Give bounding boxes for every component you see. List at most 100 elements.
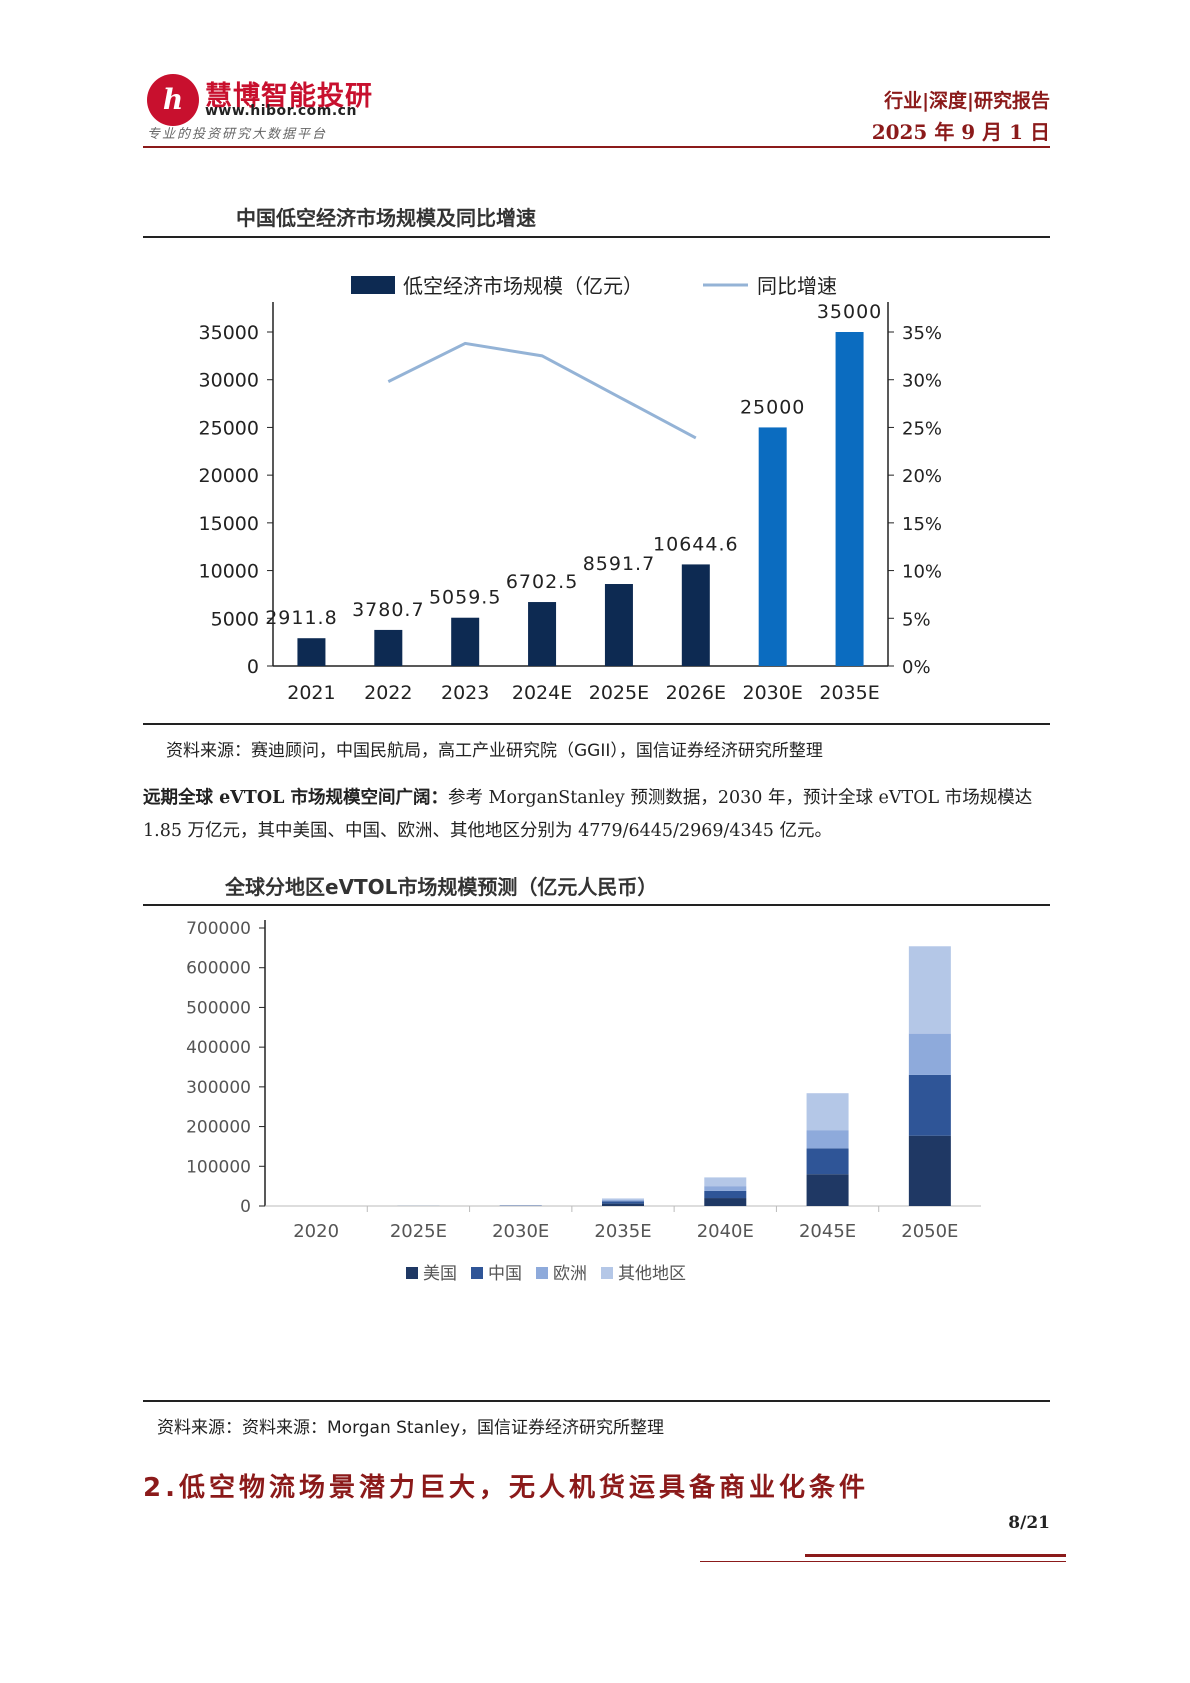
stacked-bar-segment — [704, 1198, 747, 1206]
bar-data-label: 25000 — [740, 396, 805, 418]
y-tick-label-right: 10% — [902, 562, 942, 583]
brand-name: 慧博智能投研 — [205, 81, 373, 112]
bar-market-size — [528, 602, 557, 666]
bar-market-size — [451, 617, 480, 666]
stacked-bar-segment — [602, 1201, 644, 1204]
brand-slogan: 专业的投资研究大数据平台 — [147, 127, 328, 142]
x-tick-label: 2026E — [666, 682, 726, 704]
figure2-top-rule — [143, 904, 1050, 906]
y-tick-label: 0 — [240, 1197, 251, 1217]
stacked-bar-segment — [704, 1177, 747, 1187]
figure1-title: 中国低空经济市场规模及同比增速 — [236, 206, 536, 230]
legend-label: 中国 — [488, 1264, 522, 1284]
section-heading: 2.低空物流场景潜力巨大，无人机货运具备商业化条件 — [143, 1473, 869, 1503]
bar-data-label: 2911.8 — [265, 607, 337, 629]
figure1-top-rule — [143, 236, 1050, 238]
x-tick-label: 2050E — [901, 1221, 958, 1242]
x-tick-label: 2025E — [589, 682, 649, 704]
y-tick-label: 300000 — [186, 1078, 251, 1098]
paragraph-lead: 远期全球 eVTOL 市场规模空间广阔： — [143, 788, 448, 808]
stacked-bar-segment — [908, 1135, 951, 1206]
bar-market-size — [374, 629, 403, 666]
bar-market-size — [604, 584, 633, 666]
legend-swatch — [471, 1267, 483, 1279]
y-tick-label-left: 5000 — [211, 608, 259, 630]
y-tick-label: 100000 — [186, 1157, 251, 1177]
x-tick-label: 2035E — [819, 682, 879, 704]
x-tick-label: 2045E — [799, 1221, 856, 1242]
stacked-bar-segment — [602, 1200, 644, 1202]
x-tick-label: 2024E — [512, 682, 572, 704]
bar-market-size — [297, 638, 326, 666]
stacked-bar-segment — [908, 1033, 951, 1075]
bar-market-size — [758, 427, 787, 666]
legend-label-market-size: 低空经济市场规模（亿元） — [403, 274, 643, 298]
x-tick-label: 2022 — [364, 682, 412, 704]
figure1-source: 资料来源：赛迪顾问，中国民航局，高工产业研究院（GGII），国信证券经济研究所整… — [166, 741, 823, 761]
bar-market-size — [835, 332, 864, 666]
x-tick-label: 2020 — [293, 1221, 339, 1242]
legend-swatch — [406, 1267, 418, 1279]
x-tick-label: 2023 — [441, 682, 489, 704]
figure2-bottom-rule — [143, 1400, 1050, 1402]
brand-logo-icon: h — [147, 74, 199, 126]
bar-market-size — [681, 564, 710, 666]
figure1-chart: 低空经济市场规模（亿元） 同比增速 0 5000 10000 15000 20000 2500… — [199, 274, 942, 704]
y-tick-label-left: 30000 — [199, 370, 259, 392]
legend-label: 欧洲 — [553, 1264, 587, 1284]
x-tick-label: 2025E — [390, 1221, 447, 1242]
stacked-bar-segment — [704, 1190, 747, 1199]
y-tick-label-right: 20% — [902, 466, 942, 487]
body-paragraph: 远期全球 eVTOL 市场规模空间广阔：参考 MorganStanley 预测数… — [143, 782, 1043, 848]
y-tick-label-left: 15000 — [199, 513, 259, 535]
stacked-bar-segment — [704, 1186, 747, 1191]
y-tick-label-left: 20000 — [199, 465, 259, 487]
x-tick-label: 2040E — [697, 1221, 754, 1242]
brand-url[interactable]: www.hibor.com.cn — [205, 103, 357, 119]
logo-glyph: h — [162, 83, 184, 116]
stacked-bar-segment — [602, 1203, 644, 1206]
figure1-bottom-rule — [143, 723, 1050, 725]
x-tick-label: 2035E — [594, 1221, 651, 1242]
y-tick-label-right: 0% — [902, 657, 931, 678]
legend-swatch-market-size — [351, 276, 395, 294]
y-tick-label-right: 25% — [902, 418, 942, 439]
page-number: 8/21 — [1008, 1513, 1050, 1533]
legend-label: 美国 — [423, 1264, 457, 1284]
y-tick-label-right: 15% — [902, 514, 942, 535]
x-tick-label: 2030E — [743, 682, 803, 704]
figure2-title: 全球分地区eVTOL市场规模预测（亿元人民币） — [225, 875, 658, 899]
x-tick-label: 2030E — [492, 1221, 549, 1242]
bar-data-label: 5059.5 — [429, 587, 501, 609]
report-date: 2025 年 9 月 1 日 — [871, 120, 1050, 144]
bar-data-label: 10644.6 — [653, 533, 739, 555]
y-tick-label-left: 10000 — [199, 561, 259, 583]
y-tick-label-right: 30% — [902, 371, 942, 392]
stacked-bar-segment — [806, 1174, 849, 1206]
legend-swatch — [601, 1267, 613, 1279]
stacked-bar-segment — [806, 1148, 849, 1175]
stacked-bar-segment — [806, 1130, 849, 1149]
bar-data-label: 3780.7 — [352, 599, 424, 621]
stacked-bar-segment — [908, 946, 951, 1034]
y-tick-label-right: 5% — [902, 609, 931, 630]
y-tick-label-right: 35% — [902, 323, 942, 344]
paragraph-body: 参考 MorganStanley 预测数据，2030 年，预计全球 eVTOL … — [143, 788, 1033, 841]
header-rule — [143, 146, 1050, 148]
report-type: 行业|深度|研究报告 — [884, 90, 1050, 112]
figure2-chart: 0 100000 200000 300000 400000 500000 600000 700… — [186, 919, 981, 1284]
stacked-bar-segment — [908, 1074, 951, 1136]
y-tick-label-left: 35000 — [199, 322, 259, 344]
y-tick-label-left: 0 — [247, 656, 259, 678]
x-tick-label: 2021 — [287, 682, 335, 704]
legend-label: 其他地区 — [618, 1264, 686, 1284]
footer-rule-thick — [805, 1554, 1066, 1557]
stacked-bar-segment — [806, 1093, 849, 1131]
y-tick-label: 600000 — [186, 959, 251, 979]
figure2-source: 资料来源：资料来源：Morgan Stanley，国信证券经济研究所整理 — [157, 1418, 665, 1438]
y-tick-label: 400000 — [186, 1038, 251, 1058]
footer-rule-thin — [700, 1561, 1066, 1562]
legend-label-growth: 同比增速 — [757, 274, 837, 298]
y-tick-label: 200000 — [186, 1118, 251, 1138]
y-tick-label: 500000 — [186, 998, 251, 1018]
